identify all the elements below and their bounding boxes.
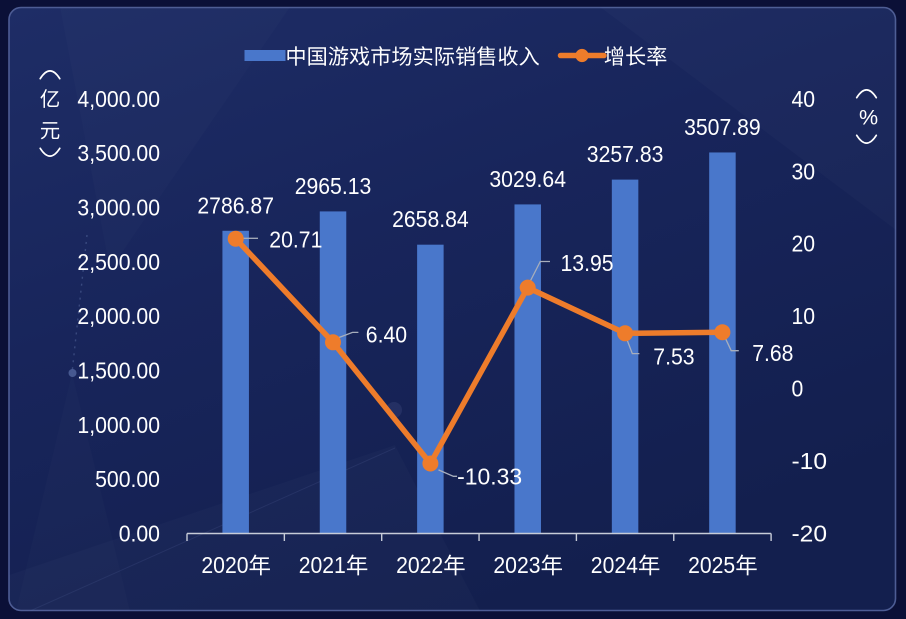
svg-text:20.71: 20.71 xyxy=(269,227,322,253)
svg-text:%: % xyxy=(859,105,878,129)
svg-text:20: 20 xyxy=(792,231,816,257)
svg-text:2025: 2025 xyxy=(688,552,735,578)
svg-text:3,000.00: 3,000.00 xyxy=(77,195,160,221)
svg-text:-10.33: -10.33 xyxy=(457,464,522,490)
svg-text:2658.84: 2658.84 xyxy=(392,206,469,232)
svg-text:30: 30 xyxy=(792,158,816,184)
svg-text:2,000.00: 2,000.00 xyxy=(77,303,160,329)
svg-text:10: 10 xyxy=(792,303,816,329)
svg-text:1,500.00: 1,500.00 xyxy=(77,358,160,384)
svg-text:3507.89: 3507.89 xyxy=(684,114,761,140)
svg-text:0: 0 xyxy=(792,376,804,402)
svg-text:-10: -10 xyxy=(792,448,828,474)
svg-text:7.53: 7.53 xyxy=(653,344,694,370)
svg-text:2021: 2021 xyxy=(299,552,346,578)
svg-text:2020: 2020 xyxy=(201,552,248,578)
svg-text:3029.64: 3029.64 xyxy=(489,166,566,192)
svg-text:3,500.00: 3,500.00 xyxy=(77,140,160,166)
svg-text:2024: 2024 xyxy=(591,552,638,578)
svg-text:0.00: 0.00 xyxy=(119,520,160,546)
svg-text:6.40: 6.40 xyxy=(366,322,407,348)
svg-text:2022: 2022 xyxy=(396,552,443,578)
svg-text:500.00: 500.00 xyxy=(95,466,160,492)
svg-text:2023: 2023 xyxy=(493,552,540,578)
svg-text:3257.83: 3257.83 xyxy=(587,141,664,167)
svg-text:40: 40 xyxy=(792,86,816,112)
svg-text:2,500.00: 2,500.00 xyxy=(77,249,160,275)
svg-text:4,000.00: 4,000.00 xyxy=(77,86,160,112)
svg-text:7.68: 7.68 xyxy=(752,340,793,366)
svg-text:-20: -20 xyxy=(792,520,828,546)
svg-text:13.95: 13.95 xyxy=(561,250,614,276)
svg-text:1,000.00: 1,000.00 xyxy=(77,412,160,438)
svg-text:2786.87: 2786.87 xyxy=(197,192,274,218)
svg-text:2965.13: 2965.13 xyxy=(295,173,372,199)
